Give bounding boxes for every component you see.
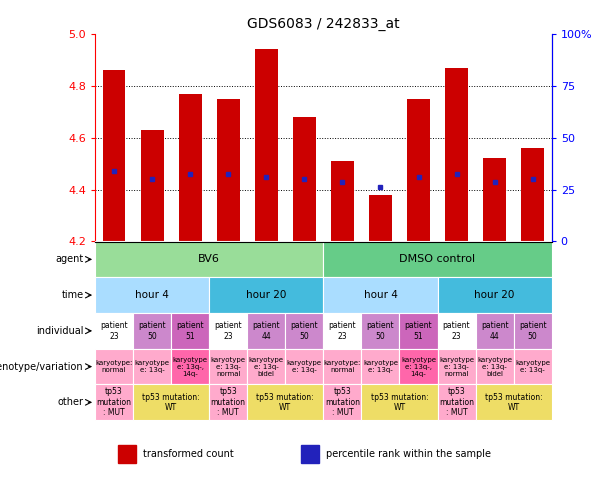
Bar	[209, 277, 324, 313]
Bar	[369, 195, 392, 242]
Text: tp53
mutation
: MUT: tp53 mutation : MUT	[96, 387, 132, 417]
Bar	[407, 99, 430, 242]
Title: GDS6083 / 242833_at: GDS6083 / 242833_at	[247, 17, 400, 31]
Text: hour 4: hour 4	[364, 290, 397, 300]
Bar	[438, 384, 476, 420]
Bar	[133, 349, 171, 384]
Text: percentile rank within the sample: percentile rank within the sample	[326, 449, 490, 459]
Text: BV6: BV6	[198, 255, 220, 264]
Text: karyotype:
normal: karyotype: normal	[96, 360, 133, 373]
Bar	[362, 313, 400, 349]
Bar	[445, 68, 468, 242]
Text: karyotype
e: 13q-: karyotype e: 13q-	[135, 360, 170, 373]
Text: patient
23: patient 23	[215, 321, 242, 341]
Bar	[300, 445, 319, 463]
Bar	[438, 313, 476, 349]
Text: patient
44: patient 44	[253, 321, 280, 341]
Bar	[476, 313, 514, 349]
Bar	[171, 349, 209, 384]
Text: patient
50: patient 50	[519, 321, 546, 341]
Bar	[285, 313, 324, 349]
Bar	[514, 349, 552, 384]
Bar	[247, 384, 324, 420]
Text: karyotype
e: 13q-
bidel: karyotype e: 13q- bidel	[249, 356, 284, 377]
Text: patient
51: patient 51	[405, 321, 432, 341]
Text: karyotype
e: 13q-
normal: karyotype e: 13q- normal	[211, 356, 246, 377]
Bar	[95, 384, 133, 420]
Bar	[95, 242, 324, 277]
Text: hour 20: hour 20	[474, 290, 515, 300]
Text: DMSO control: DMSO control	[400, 255, 476, 264]
Bar	[247, 313, 285, 349]
Bar	[324, 349, 362, 384]
Bar	[95, 277, 209, 313]
Bar	[362, 384, 438, 420]
Bar	[362, 349, 400, 384]
Bar	[324, 277, 438, 313]
Text: karyotype
e: 13q-
normal: karyotype e: 13q- normal	[439, 356, 474, 377]
Text: agent: agent	[55, 255, 83, 264]
Bar	[95, 313, 133, 349]
Text: karyotype
e: 13q-: karyotype e: 13q-	[515, 360, 550, 373]
Text: karyotype
e: 13q-,
14q-: karyotype e: 13q-, 14q-	[401, 356, 436, 377]
Text: patient
44: patient 44	[481, 321, 508, 341]
Bar	[102, 70, 126, 242]
Bar	[95, 349, 133, 384]
Text: individual: individual	[36, 326, 83, 336]
Text: tp53
mutation
: MUT: tp53 mutation : MUT	[211, 387, 246, 417]
Bar	[324, 242, 552, 277]
Bar	[331, 161, 354, 242]
Text: patient
50: patient 50	[291, 321, 318, 341]
Bar	[209, 313, 247, 349]
Bar	[521, 148, 544, 242]
Bar	[400, 313, 438, 349]
Text: tp53 mutation:
WT: tp53 mutation: WT	[142, 393, 200, 412]
Text: tp53 mutation:
WT: tp53 mutation: WT	[256, 393, 314, 412]
Bar	[285, 349, 324, 384]
Text: patient
23: patient 23	[329, 321, 356, 341]
Text: tp53
mutation
: MUT: tp53 mutation : MUT	[325, 387, 360, 417]
Text: patient
23: patient 23	[443, 321, 470, 341]
Text: transformed count: transformed count	[143, 449, 234, 459]
Bar	[514, 313, 552, 349]
Bar	[141, 130, 164, 242]
Text: patient
50: patient 50	[367, 321, 394, 341]
Text: karyotype
e: 13q-,
14q-: karyotype e: 13q-, 14q-	[173, 356, 208, 377]
Text: time: time	[61, 290, 83, 300]
Bar	[209, 349, 247, 384]
Bar	[217, 99, 240, 242]
Bar	[133, 313, 171, 349]
Text: patient
23: patient 23	[101, 321, 128, 341]
Bar	[118, 445, 136, 463]
Text: patient
50: patient 50	[139, 321, 166, 341]
Text: other: other	[58, 398, 83, 407]
Text: karyotype:
normal: karyotype: normal	[324, 360, 361, 373]
Text: karyotype
e: 13q-
bidel: karyotype e: 13q- bidel	[477, 356, 512, 377]
Bar	[133, 384, 209, 420]
Bar	[171, 313, 209, 349]
Bar	[179, 94, 202, 242]
Text: tp53 mutation:
WT: tp53 mutation: WT	[485, 393, 543, 412]
Bar	[483, 158, 506, 242]
Bar	[255, 49, 278, 242]
Bar	[293, 117, 316, 242]
Text: karyotype
e: 13q-: karyotype e: 13q-	[287, 360, 322, 373]
Text: tp53
mutation
: MUT: tp53 mutation : MUT	[439, 387, 474, 417]
Bar	[209, 384, 247, 420]
Bar	[476, 349, 514, 384]
Text: hour 4: hour 4	[135, 290, 169, 300]
Bar	[476, 384, 552, 420]
Text: karyotype
e: 13q-: karyotype e: 13q-	[363, 360, 398, 373]
Text: genotype/variation: genotype/variation	[0, 362, 83, 371]
Text: hour 20: hour 20	[246, 290, 286, 300]
Bar	[324, 384, 362, 420]
Bar	[438, 349, 476, 384]
Bar	[438, 277, 552, 313]
Bar	[400, 349, 438, 384]
Text: tp53 mutation:
WT: tp53 mutation: WT	[371, 393, 428, 412]
Bar	[247, 349, 285, 384]
Bar	[324, 313, 362, 349]
Text: patient
51: patient 51	[177, 321, 204, 341]
